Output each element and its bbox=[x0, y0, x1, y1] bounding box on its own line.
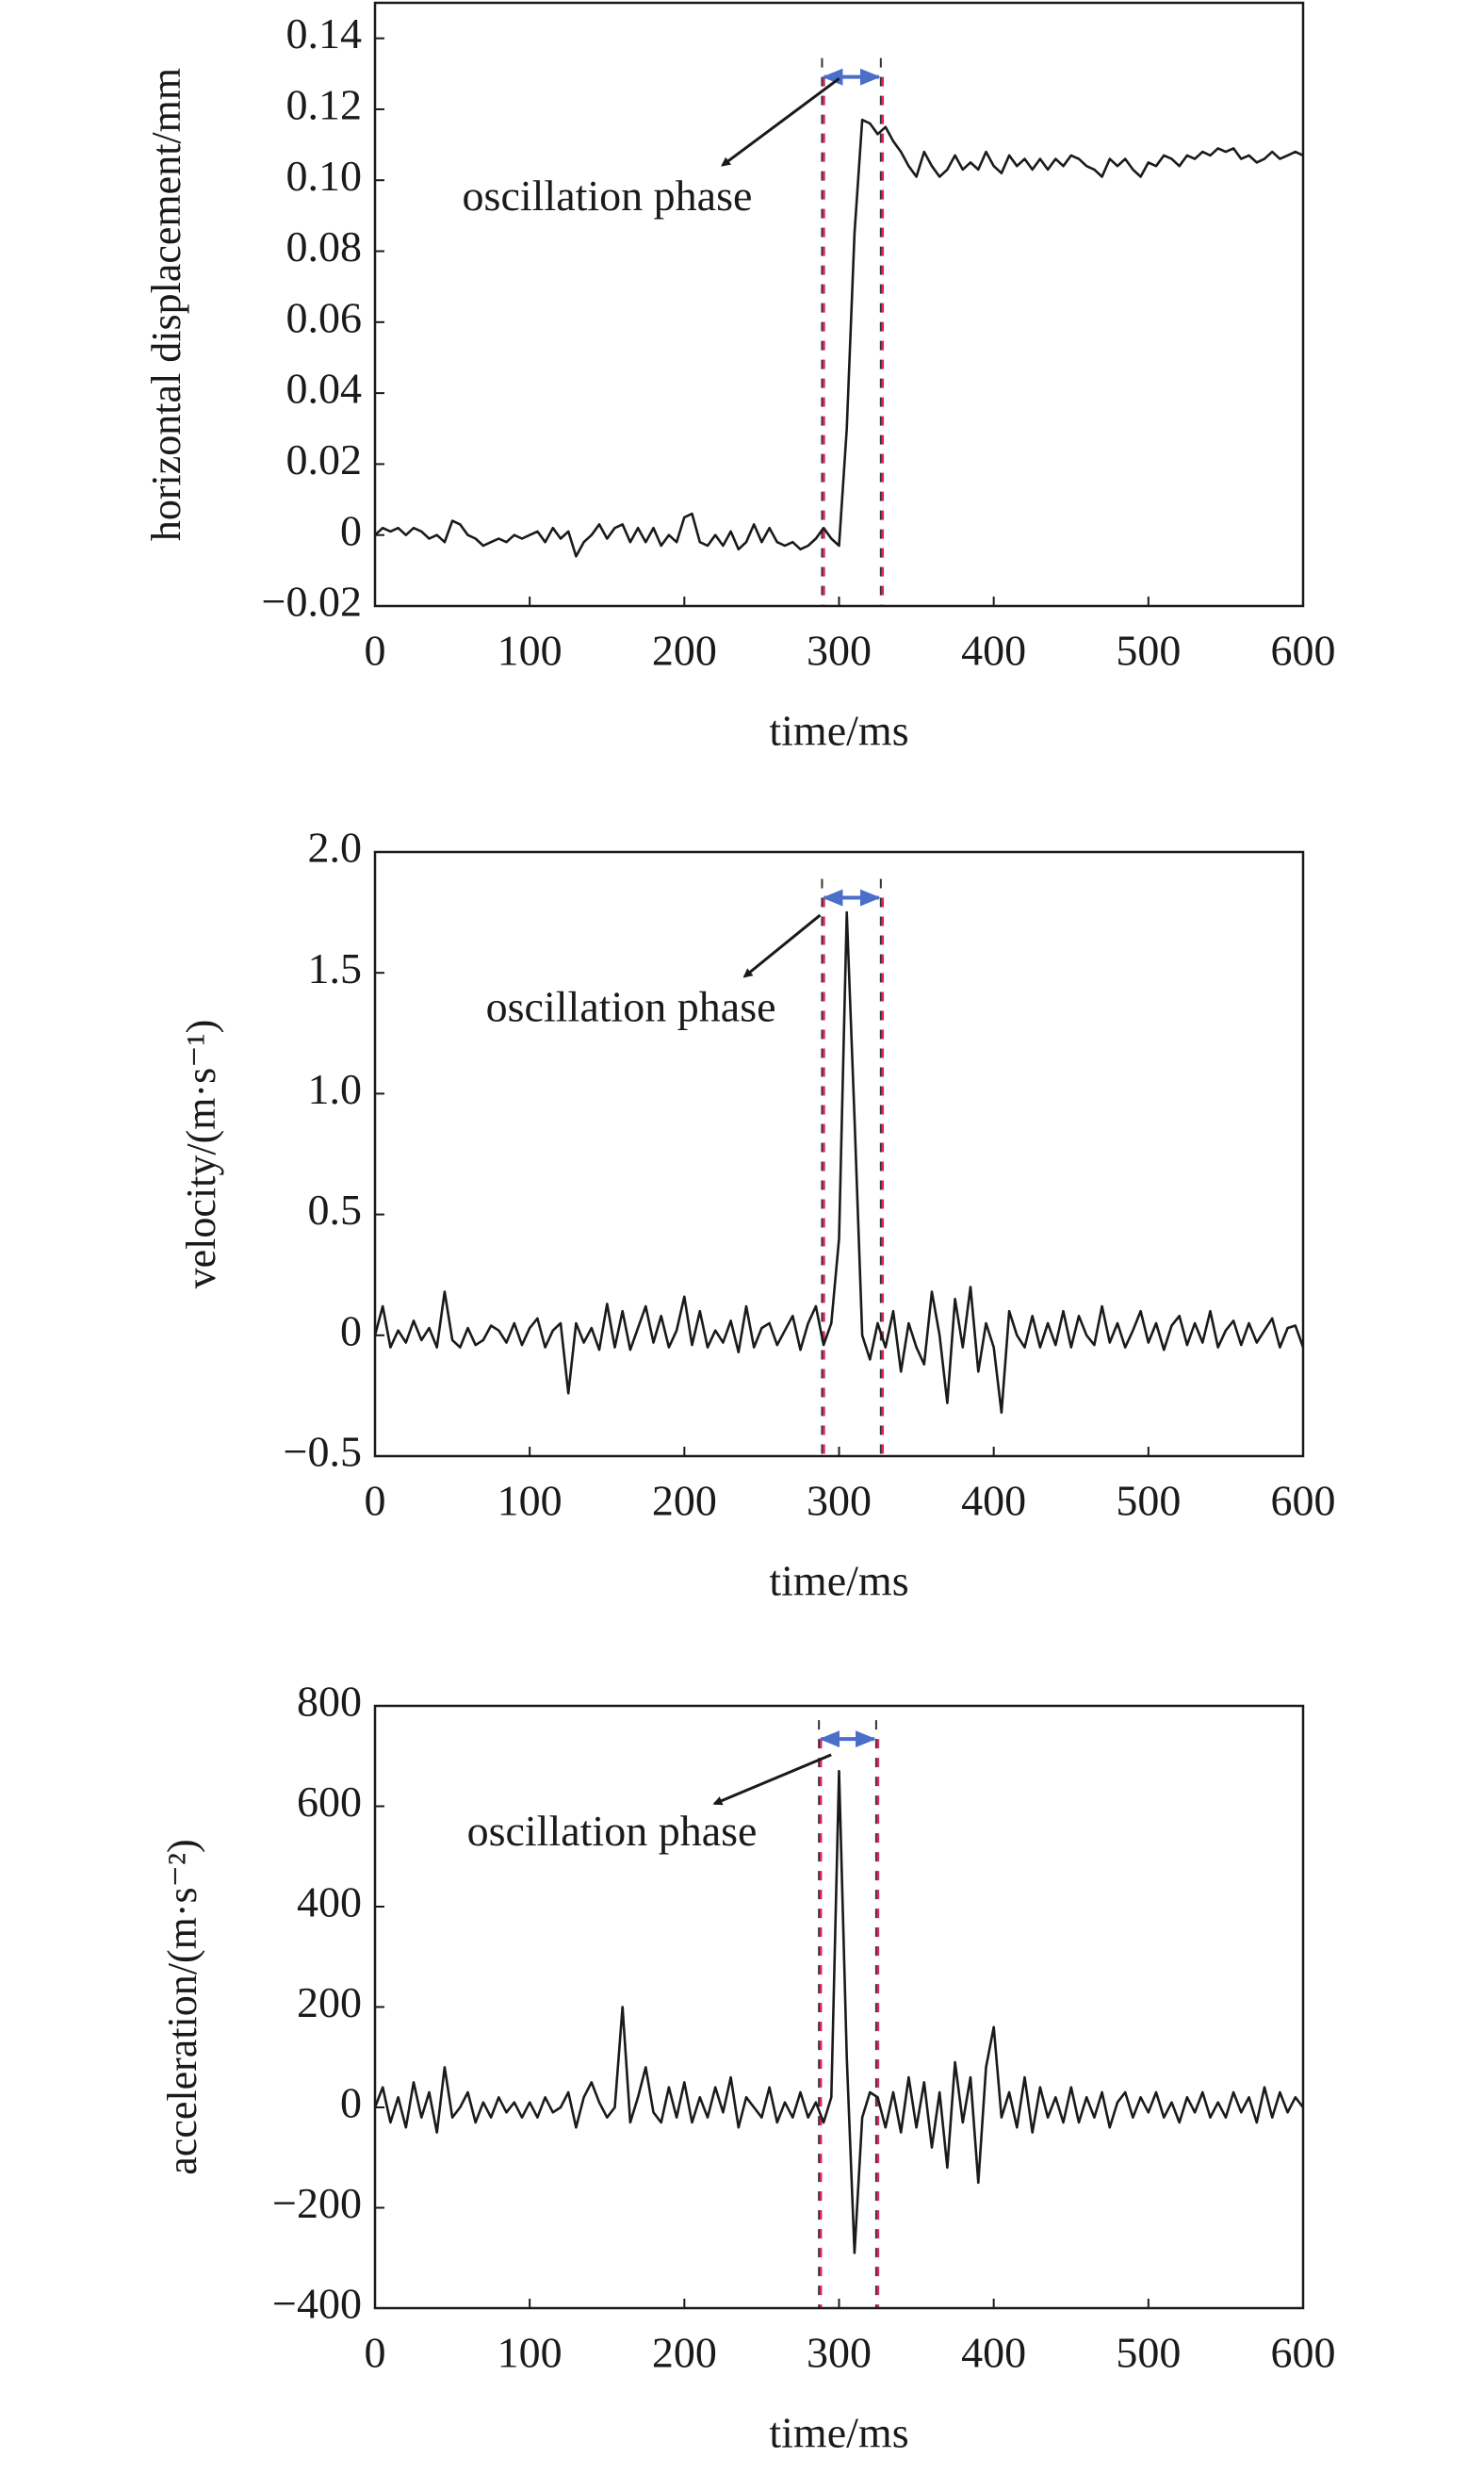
annotation-arrow bbox=[721, 77, 840, 167]
x-tick-label: 200 bbox=[652, 1477, 717, 1525]
x-tick-label: 600 bbox=[1271, 2329, 1336, 2377]
x-tick-label: 400 bbox=[961, 2329, 1026, 2377]
annotation-text: oscillation phase bbox=[486, 983, 776, 1031]
annotation-text: oscillation phase bbox=[463, 172, 753, 220]
x-tick-label: 400 bbox=[961, 627, 1026, 675]
x-tick-label: 500 bbox=[1116, 627, 1181, 675]
x-tick-label: 600 bbox=[1271, 1477, 1336, 1525]
x-tick-label: 500 bbox=[1116, 1477, 1181, 1525]
y-tick-label: 200 bbox=[297, 1978, 362, 2026]
y-tick-label: −0.5 bbox=[284, 1428, 362, 1476]
y-tick-label: 1.0 bbox=[308, 1065, 363, 1113]
y-tick-label: 0.04 bbox=[286, 365, 363, 413]
y-tick-label: 0.02 bbox=[286, 435, 363, 483]
y-tick-label: 600 bbox=[297, 1778, 362, 1826]
y-tick-label: 0.12 bbox=[286, 81, 363, 129]
chart: −400 −200 0 200 400 600 800 0 100 200 300 400 500 600… bbox=[159, 1678, 1335, 2457]
y-axis-title: acceleration/(m·s⁻²) bbox=[159, 1839, 205, 2174]
data-line bbox=[374, 118, 1304, 558]
y-tick-label: 800 bbox=[297, 1678, 362, 1726]
x-tick-label: 100 bbox=[497, 627, 563, 675]
y-tick-label: 1.5 bbox=[308, 944, 363, 992]
y-tick-label: −400 bbox=[272, 2280, 362, 2328]
x-tick-label: 400 bbox=[961, 1477, 1026, 1525]
plot-frame bbox=[373, 1704, 1305, 2310]
y-tick-label: 0.06 bbox=[286, 293, 363, 341]
plot-frame bbox=[373, 1, 1305, 608]
y-tick-label: 0 bbox=[340, 506, 362, 554]
x-tick-label: 200 bbox=[652, 627, 717, 675]
x-axis-title: time/ms bbox=[769, 2409, 908, 2457]
y-axis-title: velocity/(m·s⁻¹) bbox=[178, 1020, 224, 1289]
annotation-arrow bbox=[742, 913, 822, 978]
y-tick-label: 0 bbox=[340, 2079, 362, 2127]
x-axis-title: time/ms bbox=[769, 707, 908, 755]
annotation-text: oscillation phase bbox=[467, 1807, 758, 1855]
x-tick-label: 300 bbox=[807, 1477, 872, 1525]
y-tick-label: 400 bbox=[297, 1878, 362, 1926]
y-tick-label: 2.0 bbox=[308, 824, 363, 872]
data-line bbox=[373, 910, 1305, 1415]
x-axis-title: time/ms bbox=[769, 1557, 908, 1605]
x-tick-label: 300 bbox=[807, 2329, 872, 2377]
y-tick-label: −200 bbox=[272, 2179, 362, 2227]
annotation-arrow bbox=[712, 1753, 832, 1806]
x-tick-label: 500 bbox=[1116, 2329, 1181, 2377]
x-tick-label: 0 bbox=[365, 2329, 386, 2377]
x-tick-label: 100 bbox=[497, 2329, 563, 2377]
x-tick-label: 200 bbox=[652, 2329, 717, 2377]
y-tick-label: 0.10 bbox=[286, 152, 363, 200]
x-tick-label: 0 bbox=[365, 627, 386, 675]
x-tick-label: 600 bbox=[1271, 627, 1336, 675]
plot-frame bbox=[373, 850, 1305, 1458]
data-line bbox=[373, 1769, 1305, 2254]
x-tick-label: 300 bbox=[807, 627, 872, 675]
y-tick-label: 0 bbox=[340, 1306, 362, 1354]
y-tick-label: 0.08 bbox=[286, 222, 363, 270]
y-tick-label: −0.02 bbox=[262, 578, 362, 626]
y-tick-label: 0.5 bbox=[308, 1186, 363, 1234]
x-tick-label: 100 bbox=[497, 1477, 563, 1525]
y-axis-title: horizontal displacement/mm bbox=[143, 68, 189, 541]
y-tick-label: 0.14 bbox=[286, 9, 363, 57]
x-tick-label: 0 bbox=[365, 1477, 386, 1525]
chart: −0.500.51.01.52.00 100 200 300 400 500 600time… bbox=[178, 824, 1335, 1605]
